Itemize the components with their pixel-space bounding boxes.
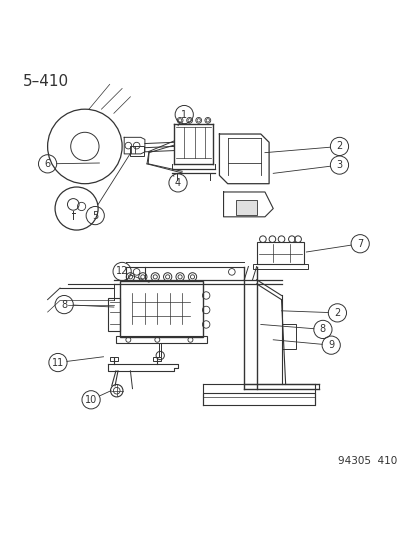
Text: 8: 8	[319, 325, 325, 334]
Text: 2: 2	[335, 141, 342, 151]
Bar	[153, 357, 161, 361]
Bar	[120, 281, 202, 337]
Bar	[256, 241, 304, 264]
Bar	[107, 297, 120, 330]
Bar	[253, 264, 307, 269]
Bar	[116, 336, 206, 343]
Text: 10: 10	[85, 395, 97, 405]
Text: 4: 4	[175, 178, 180, 188]
Text: 7: 7	[356, 239, 363, 249]
Text: 1: 1	[181, 110, 187, 119]
Bar	[281, 325, 295, 349]
Text: 5: 5	[92, 211, 98, 221]
Bar	[130, 147, 143, 156]
Text: 8: 8	[61, 300, 67, 310]
Text: 5–410: 5–410	[23, 74, 69, 89]
Text: 11: 11	[52, 358, 64, 368]
Bar	[235, 200, 256, 215]
Text: 9: 9	[328, 340, 333, 350]
Text: 94305  410: 94305 410	[337, 456, 396, 466]
Text: 2: 2	[333, 308, 340, 318]
Text: 3: 3	[336, 160, 342, 170]
Bar	[109, 357, 118, 361]
Text: 6: 6	[45, 159, 50, 169]
Text: 12: 12	[116, 266, 128, 277]
